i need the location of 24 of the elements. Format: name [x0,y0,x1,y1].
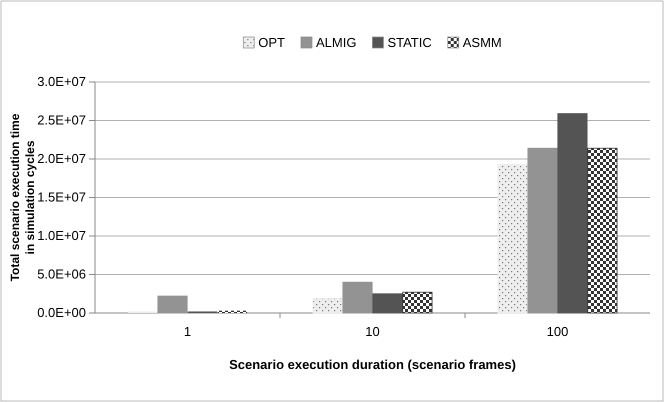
y-tick-label: 1.5E+07 [37,190,86,205]
legend-label: STATIC [387,35,432,50]
y-tick-label: 2.0E+07 [37,151,86,166]
y-tick-label: 5.0E+06 [37,266,86,282]
y-tick-label: 0.0E+00 [37,305,86,320]
y-axis-title: Total scenario execution time in simulation cycles [8,113,37,282]
legend-label: OPT [258,35,286,50]
x-tick-label: 1 [184,324,192,340]
bar [587,148,618,314]
bar [402,292,432,314]
x-tick-label: 100 [546,324,568,340]
y-tick-label: 2.5E+07 [37,112,86,128]
y-tick-label: 1.0E+07 [37,228,86,244]
bar [342,282,373,314]
bar [372,293,403,314]
legend-label: ASMM [462,35,502,50]
bar [498,164,528,314]
bar [527,148,558,314]
y-tick-label: 3.0E+07 [37,74,86,90]
bar [557,113,588,314]
legend-label: ALMIG [316,35,356,50]
x-axis-title: Scenario execution duration (scenario frames) [229,357,516,372]
x-tick-label: 10 [365,324,380,340]
bar [312,298,343,314]
